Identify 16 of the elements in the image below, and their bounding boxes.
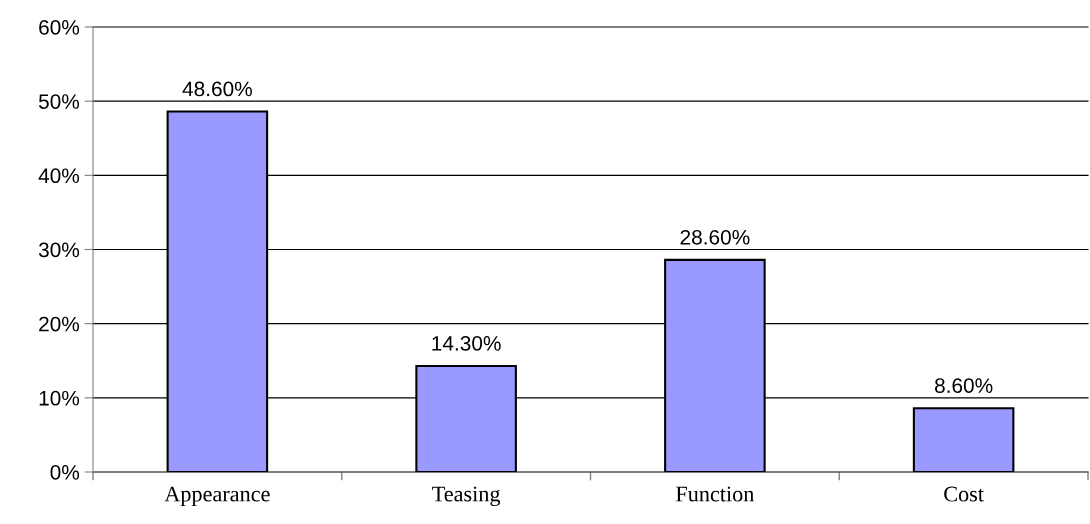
bar — [912, 407, 1015, 472]
y-tick-label: 0% — [50, 465, 80, 480]
data-label: 14.30% — [432, 335, 501, 351]
y-tick-label: 50% — [38, 94, 80, 109]
y-tick-label: 30% — [38, 242, 80, 258]
y-tick-label: 60% — [39, 20, 80, 35]
y-tick-label: 20% — [39, 316, 80, 332]
data-label: 28.60% — [680, 229, 750, 245]
x-tick-label: Teasing — [432, 486, 501, 507]
x-tick-label: Function — [676, 486, 755, 502]
x-tick-label: Cost — [944, 486, 984, 502]
x-tick-label: Appearance — [164, 486, 270, 507]
y-tick-label: 10% — [39, 390, 80, 406]
y-tick-label: 40% — [38, 168, 80, 184]
data-label: 8.60% — [935, 378, 993, 393]
data-label: 48.60% — [182, 81, 252, 97]
